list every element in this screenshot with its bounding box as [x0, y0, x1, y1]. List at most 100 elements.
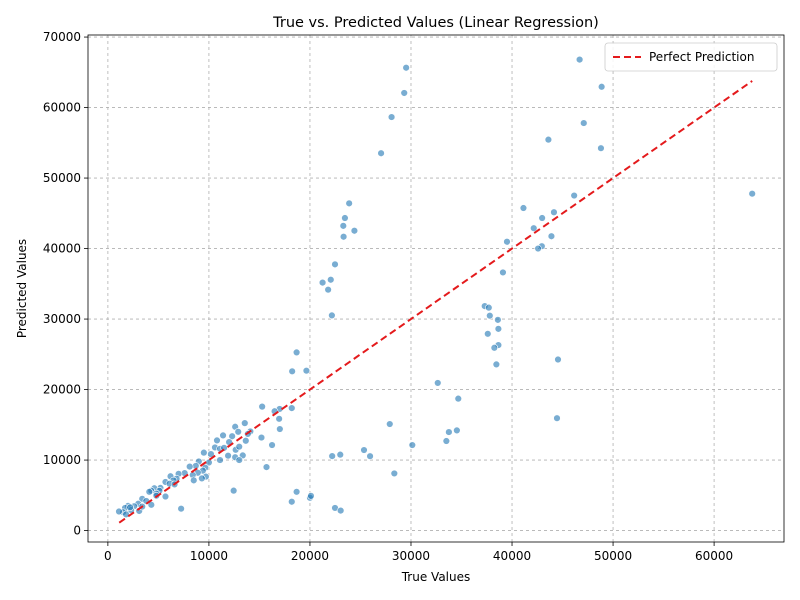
data-point [454, 394, 462, 403]
data-point [538, 214, 546, 222]
y-axis-label: Predicted Values [15, 239, 29, 338]
data-point [341, 214, 349, 222]
data-point [408, 441, 417, 449]
chart-title: True vs. Predicted Values (Linear Regres… [272, 15, 599, 31]
data-point [288, 367, 296, 376]
data-point [377, 149, 385, 157]
data-point [190, 476, 198, 485]
x-tick-label: 50000 [594, 549, 632, 563]
x-tick-label: 20000 [291, 549, 329, 563]
data-point [339, 222, 347, 230]
y-tick-label: 10000 [43, 453, 81, 467]
data-point [390, 469, 399, 478]
y-tick-label: 50000 [43, 171, 81, 185]
data-point [402, 64, 410, 72]
data-point [360, 446, 368, 454]
data-point [400, 89, 408, 97]
reference-line-group [118, 80, 753, 524]
data-point [275, 415, 283, 423]
data-point [331, 260, 339, 269]
data-point [242, 437, 250, 445]
data-point [494, 316, 502, 324]
data-point [327, 276, 335, 284]
data-point [366, 452, 374, 460]
data-point [177, 505, 185, 513]
data-point [292, 488, 301, 496]
data-point [126, 503, 134, 511]
data-point [219, 431, 227, 440]
data-point [186, 462, 194, 471]
perfect-prediction-line [118, 80, 753, 524]
data-point [339, 233, 348, 241]
data-point [224, 451, 232, 460]
data-point [345, 199, 353, 208]
data-points [115, 55, 756, 519]
x-tick-label: 10000 [190, 549, 228, 563]
data-point [530, 224, 538, 232]
data-point [453, 426, 461, 435]
data-point [145, 488, 153, 496]
data-point [307, 492, 315, 500]
data-point [519, 204, 528, 212]
data-point [486, 311, 494, 320]
data-point [336, 450, 344, 459]
data-point [442, 437, 451, 445]
data-point [328, 311, 336, 320]
data-point [257, 433, 266, 442]
data-point [235, 456, 243, 464]
axis-ticks: 0 10000 20000 30000 40000 50000 60000 0 10000 200… [43, 30, 733, 563]
data-point [324, 285, 332, 294]
data-point [550, 208, 558, 216]
y-tick-label: 20000 [43, 383, 81, 397]
data-point [544, 135, 553, 144]
data-point [580, 119, 588, 127]
data-point [235, 442, 243, 451]
x-tick-label: 60000 [695, 549, 733, 563]
data-point [268, 441, 276, 449]
y-tick-label: 30000 [43, 312, 81, 326]
data-point [229, 486, 238, 495]
data-point [434, 379, 442, 387]
x-tick-label: 40000 [493, 549, 531, 563]
y-tick-label: 60000 [43, 101, 81, 115]
x-axis-label: True Values [401, 570, 471, 584]
data-point [575, 55, 584, 64]
data-point [336, 506, 345, 515]
data-point [570, 191, 578, 200]
data-point [288, 498, 296, 506]
data-point [228, 432, 236, 440]
data-point [445, 428, 453, 436]
data-point [258, 402, 266, 411]
legend-label: Perfect Prediction [649, 50, 754, 64]
data-point [292, 348, 301, 357]
data-point [553, 414, 561, 422]
data-point [490, 344, 499, 352]
data-point [485, 303, 493, 312]
data-point [597, 83, 606, 91]
data-point [241, 419, 249, 427]
legend-box [604, 42, 778, 72]
legend: Perfect Prediction [604, 42, 778, 72]
data-point [494, 325, 503, 333]
x-tick-label: 30000 [392, 549, 430, 563]
data-point [503, 238, 511, 246]
data-point [386, 420, 394, 428]
data-point [492, 360, 501, 369]
data-point [302, 366, 311, 375]
data-point [554, 355, 562, 364]
data-point [198, 474, 206, 483]
data-point [115, 507, 123, 516]
data-point [499, 268, 507, 277]
x-tick-label: 0 [104, 549, 112, 563]
grid-lines [88, 35, 784, 542]
data-point [387, 113, 396, 121]
data-point [213, 436, 221, 445]
data-point [328, 452, 336, 460]
data-point [216, 456, 224, 464]
data-point [350, 227, 359, 235]
data-point [534, 244, 542, 253]
data-point [597, 144, 605, 152]
y-tick-label: 40000 [43, 242, 81, 256]
